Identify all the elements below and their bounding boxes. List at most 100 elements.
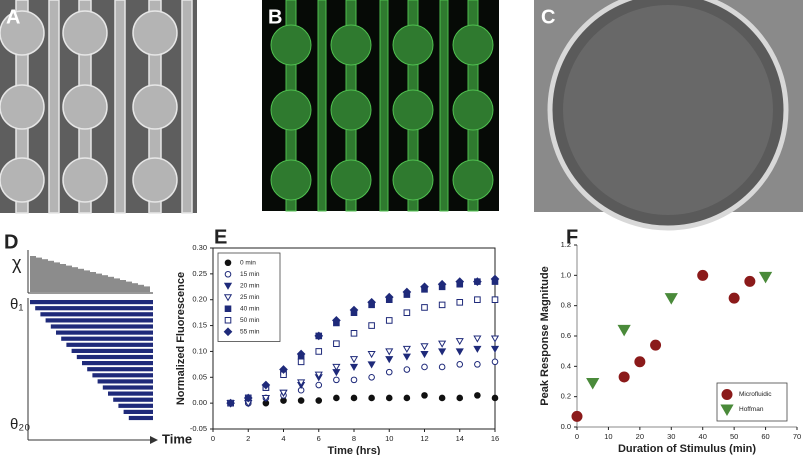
point	[385, 394, 393, 402]
stimulus-row	[30, 300, 153, 305]
stimulus-row	[102, 385, 153, 390]
point	[456, 361, 464, 368]
point	[384, 292, 394, 302]
stimulus-step	[126, 281, 132, 292]
point	[315, 348, 323, 355]
point	[402, 345, 411, 353]
y-tick-label: 0.30	[192, 243, 207, 252]
point	[367, 297, 376, 307]
legend-marker	[224, 259, 232, 267]
panel-label: B	[268, 6, 282, 28]
legend-marker	[224, 316, 232, 324]
x-axis-title: Duration of Stimulus (min)	[618, 443, 756, 455]
x-tick-label: 12	[420, 434, 428, 443]
point	[634, 356, 646, 368]
stimulus-row	[45, 318, 153, 323]
stimulus-row	[61, 336, 154, 341]
point	[261, 394, 270, 403]
point	[279, 365, 288, 374]
panel-label: D	[4, 231, 18, 253]
panel-label: F	[566, 226, 578, 248]
y-tick-label: 0.2	[561, 392, 571, 401]
point	[349, 356, 359, 364]
stimulus-row	[56, 330, 153, 335]
y-tick-label: 1.0	[561, 270, 571, 279]
point	[728, 292, 740, 304]
stimulus-step	[36, 257, 42, 292]
point	[385, 368, 393, 376]
point	[473, 335, 482, 343]
point	[438, 348, 447, 356]
stimulus-step	[66, 265, 72, 292]
stimulus-row	[71, 348, 153, 353]
legend-label: 0 min	[240, 259, 256, 266]
photo-a	[0, 0, 197, 214]
y-tick-label: 0.6	[561, 331, 571, 340]
y-tick-label: 1.2	[561, 240, 571, 249]
x-axis-title: Time (hrs)	[328, 445, 381, 455]
point	[438, 340, 447, 348]
point	[618, 371, 630, 383]
point	[491, 296, 499, 304]
legend-marker	[224, 305, 232, 313]
legend-label: 20 min	[240, 282, 260, 289]
point	[420, 350, 429, 359]
stimulus-step	[60, 264, 66, 292]
point	[368, 322, 375, 329]
point	[664, 293, 678, 305]
point	[368, 394, 375, 402]
stimulus-step	[72, 267, 78, 292]
point	[297, 397, 305, 404]
x-tick-label: 40	[699, 432, 707, 441]
stimulus-row	[118, 403, 153, 408]
point	[456, 299, 464, 306]
point	[420, 343, 429, 351]
point	[437, 279, 447, 289]
y-tick-label: 0.25	[192, 269, 207, 278]
legend-marker	[223, 294, 233, 302]
stimulus-step	[120, 280, 126, 292]
y-tick-label: 0.05	[192, 372, 207, 381]
point	[455, 338, 464, 346]
stimulus-row	[97, 379, 153, 384]
point	[332, 363, 341, 372]
point	[421, 392, 428, 399]
point	[586, 378, 600, 390]
legend-marker	[223, 327, 233, 337]
point	[455, 348, 464, 356]
point	[349, 363, 359, 372]
point	[438, 301, 446, 309]
point	[279, 389, 288, 397]
stimulus-step	[90, 272, 96, 292]
point	[456, 394, 464, 402]
point	[402, 287, 412, 297]
schematic-y-label: χ	[12, 253, 22, 273]
point	[491, 358, 499, 366]
point	[403, 394, 411, 402]
x-tick-label: 14	[456, 434, 464, 443]
stimulus-step	[42, 259, 48, 292]
point	[473, 277, 482, 286]
point	[350, 330, 358, 337]
schematic: χ θ₁ θ₂₀ Time	[10, 250, 192, 446]
point	[368, 373, 375, 381]
x-tick-label: 8	[352, 434, 356, 443]
point	[420, 282, 429, 292]
point	[296, 349, 306, 359]
legend-label: 15 min	[240, 271, 260, 278]
stimulus-row	[76, 354, 153, 360]
legend-label: Microfluidic	[739, 391, 772, 398]
point	[243, 393, 253, 403]
point	[438, 394, 446, 402]
point	[297, 379, 306, 387]
x-tick-label: 50	[730, 432, 738, 441]
y-tick-label: -0.05	[190, 424, 207, 433]
legend-marker	[721, 389, 733, 400]
legend-marker	[720, 404, 734, 417]
point	[226, 398, 235, 408]
point	[315, 381, 323, 389]
photo-b	[262, 0, 499, 212]
stimulus-row	[40, 312, 153, 317]
legend-marker	[223, 282, 233, 290]
stimulus-step	[144, 286, 150, 292]
